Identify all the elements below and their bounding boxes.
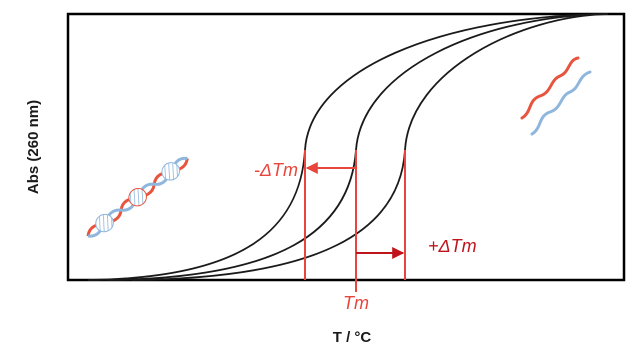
curve-left	[87, 13, 609, 281]
curve-center	[107, 13, 609, 281]
minus-delta-tm-label: -ΔTm	[254, 160, 298, 180]
plot-frame	[66, 12, 626, 282]
tm-markers	[304, 150, 406, 292]
y-axis-title: Abs (260 nm)	[25, 100, 42, 194]
single-strand-dna-icon	[520, 56, 592, 136]
plus-delta-tm-label: +ΔTm	[428, 236, 477, 256]
curve-right	[131, 13, 609, 281]
x-axis-title: T / °C	[333, 329, 372, 346]
double-helix-dna-icon	[86, 156, 189, 238]
melting-curves	[87, 13, 609, 281]
tm-label: Tm	[343, 293, 369, 313]
